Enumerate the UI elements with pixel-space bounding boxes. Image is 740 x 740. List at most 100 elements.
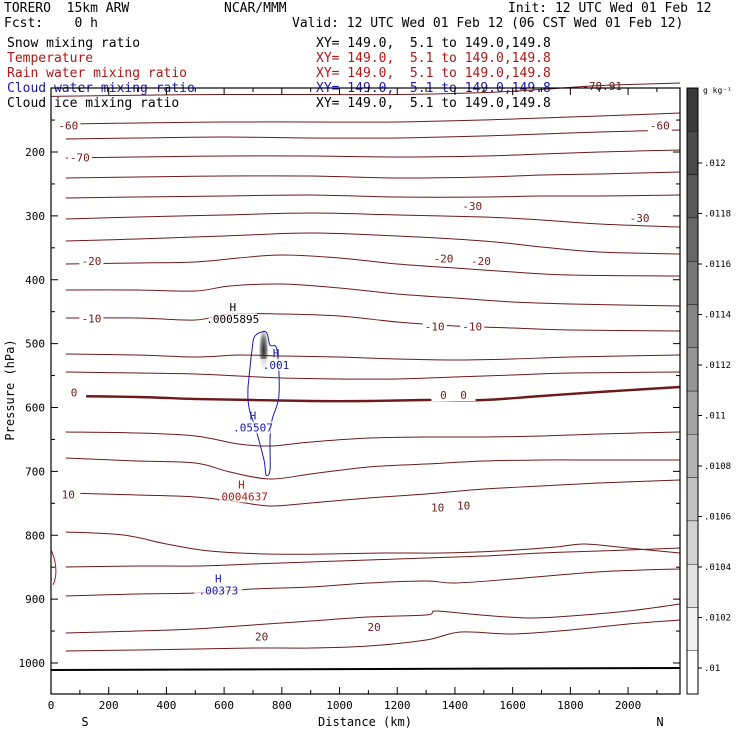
isotherm-13	[65, 457, 680, 480]
extremum-bg-1	[252, 358, 301, 371]
extremum-marker-3: H	[238, 478, 245, 491]
y-tick-label-5: 700	[25, 465, 45, 478]
isotherm-label-11: 0	[71, 386, 78, 399]
colorbar-band-0	[686, 650, 699, 695]
isotherm-label-15: 10	[431, 501, 444, 514]
extremum-bg-2	[228, 421, 277, 434]
x-tick-label-0: 0	[48, 699, 55, 712]
colorbar-band-11	[686, 174, 699, 219]
isotherm-label-1: -60	[58, 119, 78, 132]
isotherm-10	[65, 353, 681, 361]
isotherm-label-17: 20	[255, 630, 268, 643]
isotherm-16	[65, 547, 681, 568]
isotherm-18	[65, 603, 681, 634]
isotherm-label-bg-15	[425, 501, 450, 514]
isotherm-label-bg-10	[460, 320, 485, 333]
x-tick-label-7: 1400	[442, 699, 469, 712]
field-name-rain: Rain water mixing ratio	[7, 66, 188, 81]
extremum-marker-4: H	[215, 572, 222, 585]
colorbar-tick-label-5: .011	[704, 412, 726, 422]
field-name-cloud-ice: Cloud ice mixing ratio	[7, 96, 180, 111]
extremum-bg-0	[208, 312, 257, 325]
isotherm-label-4: -30	[630, 212, 650, 225]
isotherm-11	[65, 371, 681, 380]
isotherm-19	[65, 619, 681, 652]
isotherm-label-bg-6	[431, 252, 456, 265]
field-xy-cloud-ice: XY= 149.0, 5.1 to 149.0,149.8	[316, 96, 551, 111]
field-name-snow: Snow mixing ratio	[7, 36, 141, 51]
colorbar-band-13	[686, 87, 699, 132]
extremum-marker-0: H	[229, 301, 236, 314]
isotherm-3	[65, 171, 681, 179]
extremum-value-1: .001	[263, 359, 290, 372]
isotherm-label-bg-17	[249, 630, 274, 643]
isotherm-label-bg-1	[56, 119, 81, 132]
isotherm-label-bg-0	[67, 151, 92, 164]
x-tick-label-10: 2000	[615, 699, 642, 712]
colorbar-tick-label-4: .0112	[704, 361, 731, 371]
isotherm-label-bg-2	[647, 119, 672, 132]
colorbar-tick-label-7: .0106	[704, 513, 731, 523]
isotherm-4	[65, 194, 681, 199]
freezing-level-contour	[65, 385, 681, 403]
isotherm-label-2: -60	[650, 119, 670, 132]
colorbar-frame	[686, 87, 699, 695]
model-title: TORERO 15km ARW	[4, 1, 130, 16]
colorbar-tick-label-2: .0116	[704, 260, 731, 270]
extremum-bg-3	[217, 490, 266, 503]
isotherm-12	[65, 431, 681, 447]
field-name-temperature: Temperature	[7, 51, 94, 66]
isotherm-label-16: 10	[457, 500, 470, 513]
isotherm-label-18: 20	[368, 621, 381, 634]
colorbar-band-8	[686, 304, 699, 348]
x-end-label-s: S	[81, 715, 88, 729]
extremum-marker-2: H	[250, 409, 257, 422]
colorbar-tick-label-6: .0108	[704, 462, 731, 472]
valid-time: Valid: 12 UTC Wed 01 Feb 12 (06 CST Wed …	[292, 16, 684, 31]
x-tick-label-3: 600	[214, 699, 234, 712]
isotherm-label-8: -10	[81, 312, 101, 325]
colorbar-band-1	[686, 607, 699, 651]
colorbar-band-5	[686, 434, 699, 478]
colorbar-band-6	[686, 390, 699, 435]
x-tick-label-6: 1200	[384, 699, 411, 712]
y-tick-label-2: 400	[25, 274, 45, 287]
isotherm-14	[65, 479, 681, 507]
plot-frame	[50, 87, 681, 695]
isotherm-label-6: -20	[433, 252, 453, 265]
field-xy-cloud-water: XY= 149.0, 5.1 to 149.0,149.8	[316, 81, 551, 96]
field-xy-rain: XY= 149.0, 5.1 to 149.0,149.8	[316, 66, 551, 81]
isotherm-label-bg-11	[62, 386, 87, 399]
colorbar-band-12	[686, 131, 699, 175]
init-time: Init: 12 UTC Wed 01 Feb 12	[508, 1, 712, 16]
isotherm-top	[50, 82, 681, 97]
x-tick-label-8: 1600	[499, 699, 526, 712]
x-axis-label: Distance (km)	[318, 715, 412, 729]
isotherm-label-bg-8	[79, 312, 104, 325]
x-tick-label-5: 1000	[326, 699, 353, 712]
x-tick-label-2: 400	[156, 699, 176, 712]
isotherm-label-bg-18	[362, 620, 387, 633]
isotherm-label-bg-14	[56, 488, 81, 501]
rain-contour-edge	[50, 549, 57, 586]
y-axis-label: Pressure (hPa)	[3, 339, 17, 440]
colorbar-band-4	[686, 477, 699, 522]
colorbar-tick-label-1: .0118	[704, 210, 731, 220]
isotherm-label-7: -20	[471, 255, 491, 268]
y-tick-label-1: 300	[25, 210, 45, 223]
y-tick-label-0: 200	[25, 146, 45, 159]
isotherm-7	[65, 254, 681, 277]
colorbar-tick-label-3: .0114	[704, 311, 731, 321]
isotherm-17	[65, 568, 681, 597]
isotherm-label-13: 0	[460, 389, 467, 402]
y-tick-label-4: 600	[25, 402, 45, 415]
isotherm-0	[65, 112, 681, 125]
isotherm-label-bg-7	[468, 254, 493, 267]
colorbar-band-9	[686, 260, 699, 305]
isotherm-8	[65, 283, 681, 307]
isotherm-label-bg-4	[627, 212, 652, 225]
isotherm-label-0: -70	[70, 151, 90, 164]
isotherm-label-3: -30	[462, 200, 482, 213]
x-tick-label-1: 200	[99, 699, 119, 712]
